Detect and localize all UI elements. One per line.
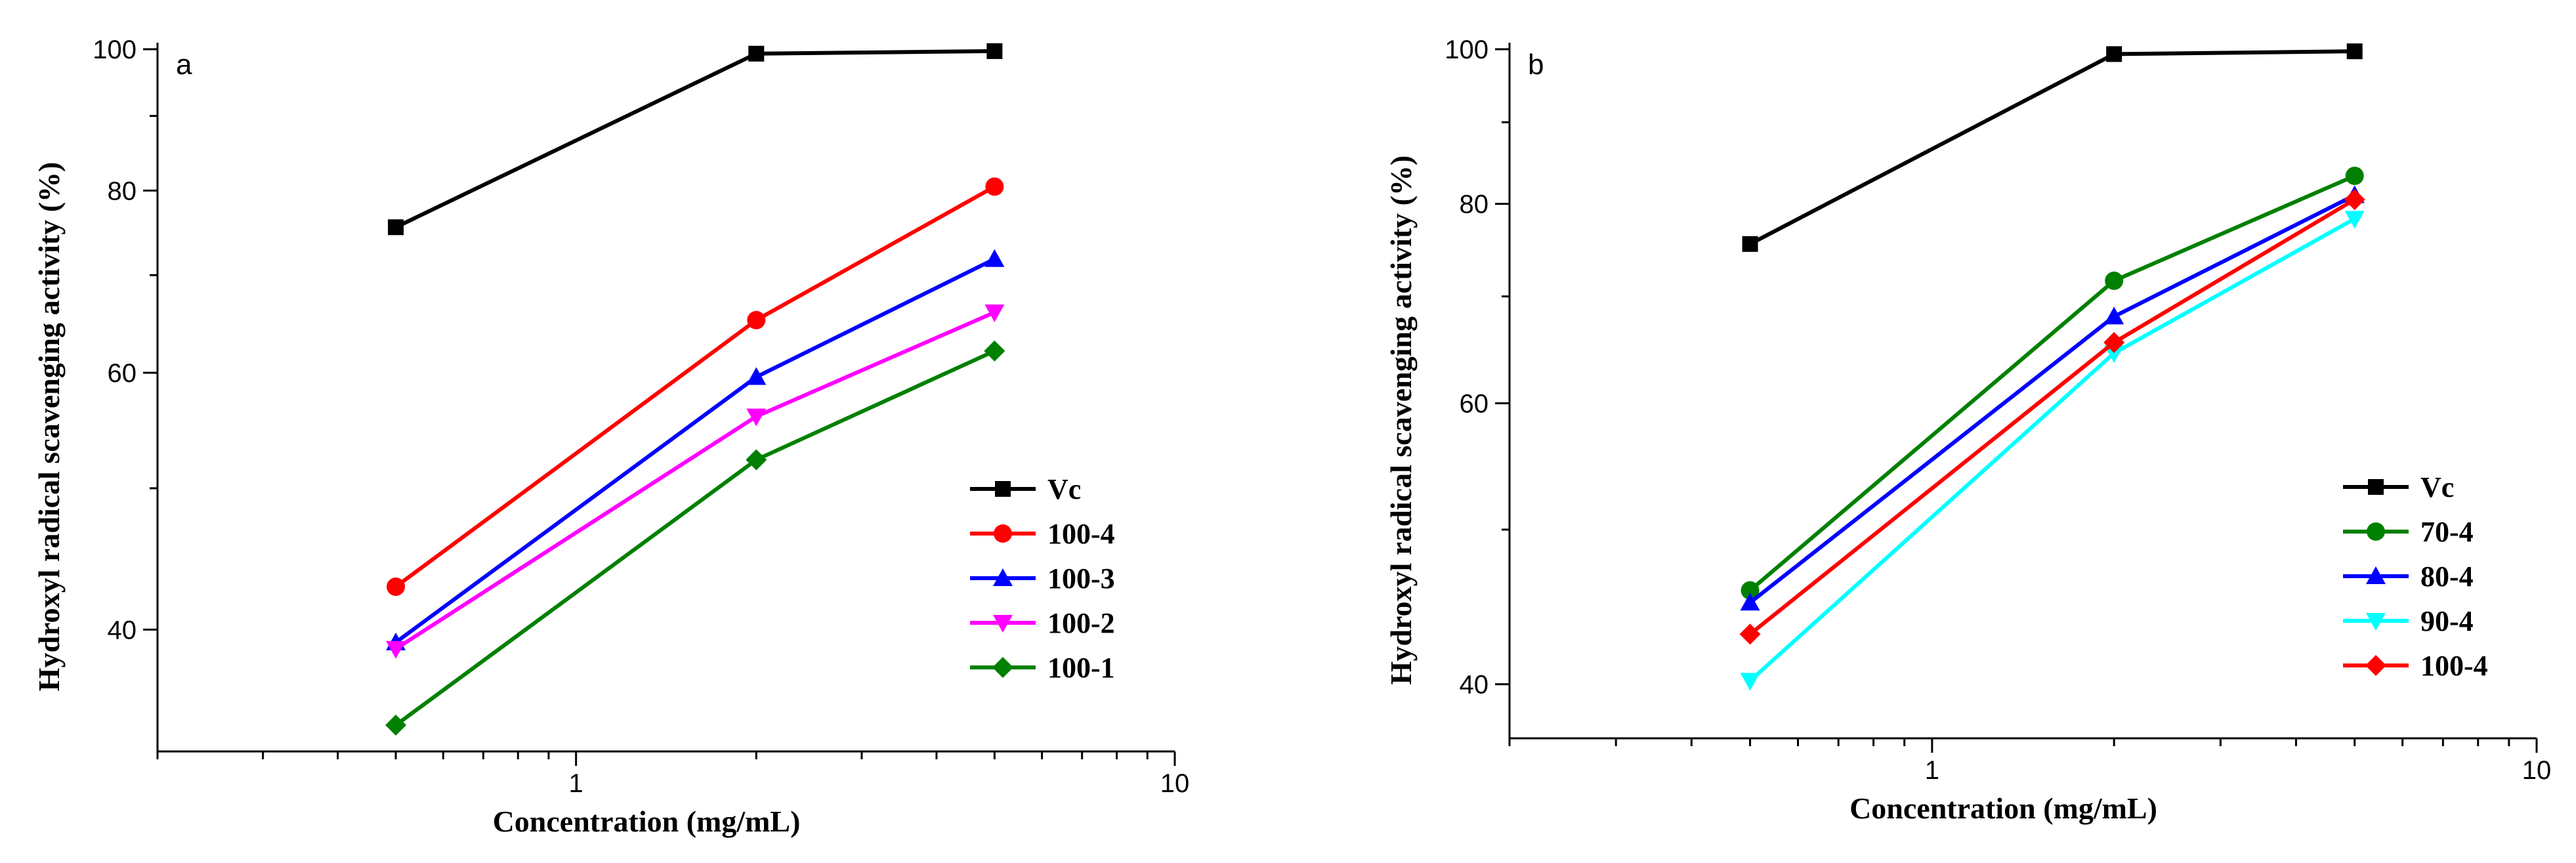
legend-marker-100-4: [994, 524, 1012, 543]
chart-panel-b: 1 10 40 60 80 100 b Concentration (mg/mL) Hydrox…: [1384, 35, 2551, 825]
data-point-100-4: [1739, 623, 1761, 645]
x-axis-title: Concentration (mg/mL): [1849, 791, 2157, 825]
legend-label: 100-2: [1047, 607, 1115, 639]
legend-marker-100-4: [2365, 655, 2386, 676]
data-point-100-1: [385, 714, 407, 736]
data-point-100-1: [746, 449, 767, 471]
x-axis-title: Concentration (mg/mL): [493, 805, 801, 838]
series-line-70-4: [1748, 174, 2355, 592]
y-axis-title: Hydroxyl radical scavenging activity (%): [32, 162, 66, 692]
data-point-90-4: [1740, 673, 1760, 691]
y-axis-title: Hydroxyl radical scavenging activity (%): [1384, 156, 1418, 685]
y-tick-label: 100: [1445, 35, 1489, 64]
series-line-100-1: [394, 349, 996, 727]
x-tick-label: 10: [1160, 769, 1190, 798]
data-point-100-2: [746, 408, 767, 427]
data-point-80-4: [1740, 593, 1760, 611]
y-tick-label: 40: [108, 616, 137, 644]
y-tick-label: 60: [1460, 389, 1489, 418]
chart-panel-a: 1 10 40 60 80 100 a Concentration (mg/mL) Hydrox…: [32, 35, 1189, 838]
y-tick-label: 100: [93, 35, 137, 64]
data-point-70-4: [1741, 581, 1760, 600]
data-point-70-4: [2105, 271, 2124, 290]
x-tick-label: 1: [569, 769, 583, 798]
data-point-Vc: [986, 43, 1003, 59]
x-tick-label: 10: [2522, 756, 2552, 785]
y-tick-label: 80: [1460, 190, 1489, 219]
series-line-100-4: [1748, 198, 2356, 636]
legend-label: Vc: [1047, 473, 1081, 505]
legend-marker-80-4: [2366, 566, 2386, 584]
y-tick-label: 60: [108, 359, 137, 388]
panel-label: b: [1528, 49, 1544, 81]
x-tick-label: 1: [1925, 756, 1939, 785]
series-line-100-4: [394, 184, 996, 589]
data-point-70-4: [2345, 166, 2364, 185]
legend-label: 70-4: [2420, 516, 2474, 548]
data-point-100-4: [2103, 331, 2125, 353]
data-point-100-4: [985, 177, 1004, 196]
data-point-Vc: [2106, 46, 2122, 62]
y-tick-label: 40: [1460, 671, 1489, 700]
series-line-Vc: [394, 49, 995, 229]
legend-label: 80-4: [2420, 560, 2474, 593]
legend-marker-100-2: [993, 615, 1013, 633]
legend-label: 100-4: [1047, 518, 1115, 550]
y-tick-label: 80: [108, 177, 137, 205]
data-point-100-4: [387, 578, 406, 597]
legend-marker-Vc: [2368, 479, 2384, 495]
legend-label: 100-4: [2420, 650, 2488, 682]
series-line-100-3: [394, 257, 996, 644]
legend-label: 100-1: [1047, 652, 1115, 684]
legend-marker-Vc: [995, 481, 1011, 497]
data-point-90-4: [2104, 345, 2124, 364]
data-point-100-2: [386, 641, 406, 659]
data-point-Vc: [1742, 236, 1758, 252]
legend-label: 90-4: [2420, 605, 2474, 637]
data-point-100-4: [2344, 189, 2365, 211]
series-line-80-4: [1748, 193, 2356, 604]
data-point-90-4: [2344, 211, 2365, 229]
data-point-100-1: [984, 340, 1005, 362]
data-point-Vc: [2346, 43, 2363, 60]
legend-label: Vc: [2420, 471, 2454, 503]
data-point-Vc: [748, 45, 765, 62]
panel-label: a: [176, 49, 192, 81]
data-point-80-4: [2104, 306, 2124, 325]
data-point-100-4: [747, 310, 766, 329]
legend-marker-100-1: [992, 657, 1013, 678]
legend-marker-90-4: [2366, 613, 2386, 631]
data-point-100-2: [984, 305, 1005, 323]
data-point-100-3: [746, 367, 767, 385]
legend-label: 100-3: [1047, 562, 1115, 595]
legend-marker-70-4: [2367, 522, 2385, 541]
legend-marker-100-3: [993, 568, 1013, 586]
data-point-Vc: [388, 219, 404, 236]
series-line-90-4: [1748, 217, 2356, 683]
data-point-100-3: [984, 249, 1005, 267]
